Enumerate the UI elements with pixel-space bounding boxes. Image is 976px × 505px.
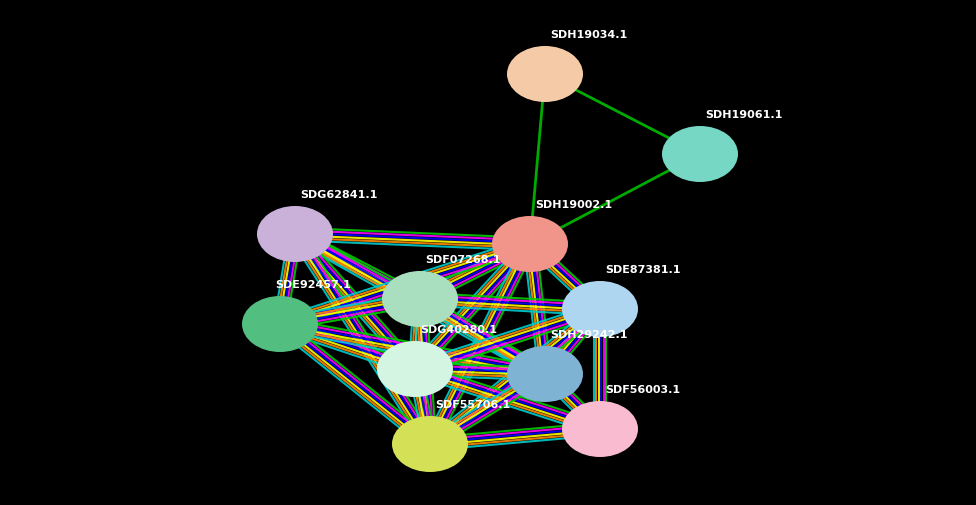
Ellipse shape <box>507 47 583 103</box>
Ellipse shape <box>257 207 333 263</box>
Ellipse shape <box>507 346 583 402</box>
Ellipse shape <box>662 127 738 183</box>
Text: SDH19002.1: SDH19002.1 <box>535 199 612 210</box>
Ellipse shape <box>242 296 318 352</box>
Ellipse shape <box>377 341 453 397</box>
Ellipse shape <box>382 272 458 327</box>
Text: SDG62841.1: SDG62841.1 <box>300 189 378 199</box>
Ellipse shape <box>562 281 638 337</box>
Text: SDF56003.1: SDF56003.1 <box>605 384 680 394</box>
Ellipse shape <box>392 416 468 472</box>
Text: SDE87381.1: SDE87381.1 <box>605 265 680 274</box>
Ellipse shape <box>492 217 568 273</box>
Text: SDH29242.1: SDH29242.1 <box>550 329 628 339</box>
Text: SDF07268.1: SDF07268.1 <box>425 255 501 265</box>
Text: SDG40280.1: SDG40280.1 <box>420 324 497 334</box>
Ellipse shape <box>562 401 638 457</box>
Text: SDH19061.1: SDH19061.1 <box>705 110 783 120</box>
Text: SDF55706.1: SDF55706.1 <box>435 399 510 409</box>
Text: SDH19034.1: SDH19034.1 <box>550 30 628 40</box>
Text: SDE92457.1: SDE92457.1 <box>275 279 350 289</box>
